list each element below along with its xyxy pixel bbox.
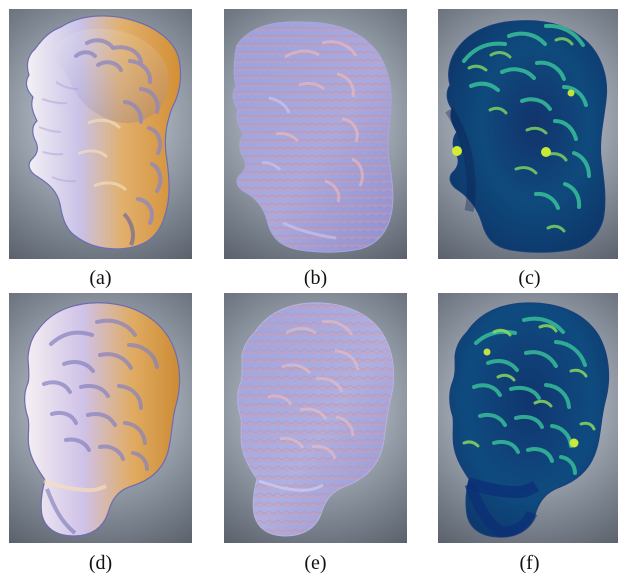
panel-e-caption: (e)	[304, 552, 327, 574]
panel-e-image	[224, 293, 407, 543]
panel-f-caption: (f)	[519, 552, 540, 574]
panel-c-caption: (c)	[518, 267, 541, 289]
statue-side-heatmap-render	[445, 20, 608, 253]
panel-d-caption: (d)	[88, 552, 113, 574]
statue-back-heatmap-render	[449, 302, 610, 538]
panel-d-image	[9, 293, 192, 543]
panel-b-image	[224, 9, 407, 259]
statue-side-normal-texture-render	[232, 21, 394, 253]
statue-back-shaded-render	[24, 302, 181, 537]
statue-back-normal-texture-render	[237, 302, 395, 537]
statue-side-shaded-render	[25, 15, 182, 250]
panel-c-image	[438, 9, 618, 259]
panel-a-caption: (a)	[89, 267, 112, 289]
panel-b-caption: (b)	[303, 267, 328, 289]
panel-f-image	[438, 293, 618, 543]
panel-a-image	[9, 9, 192, 259]
